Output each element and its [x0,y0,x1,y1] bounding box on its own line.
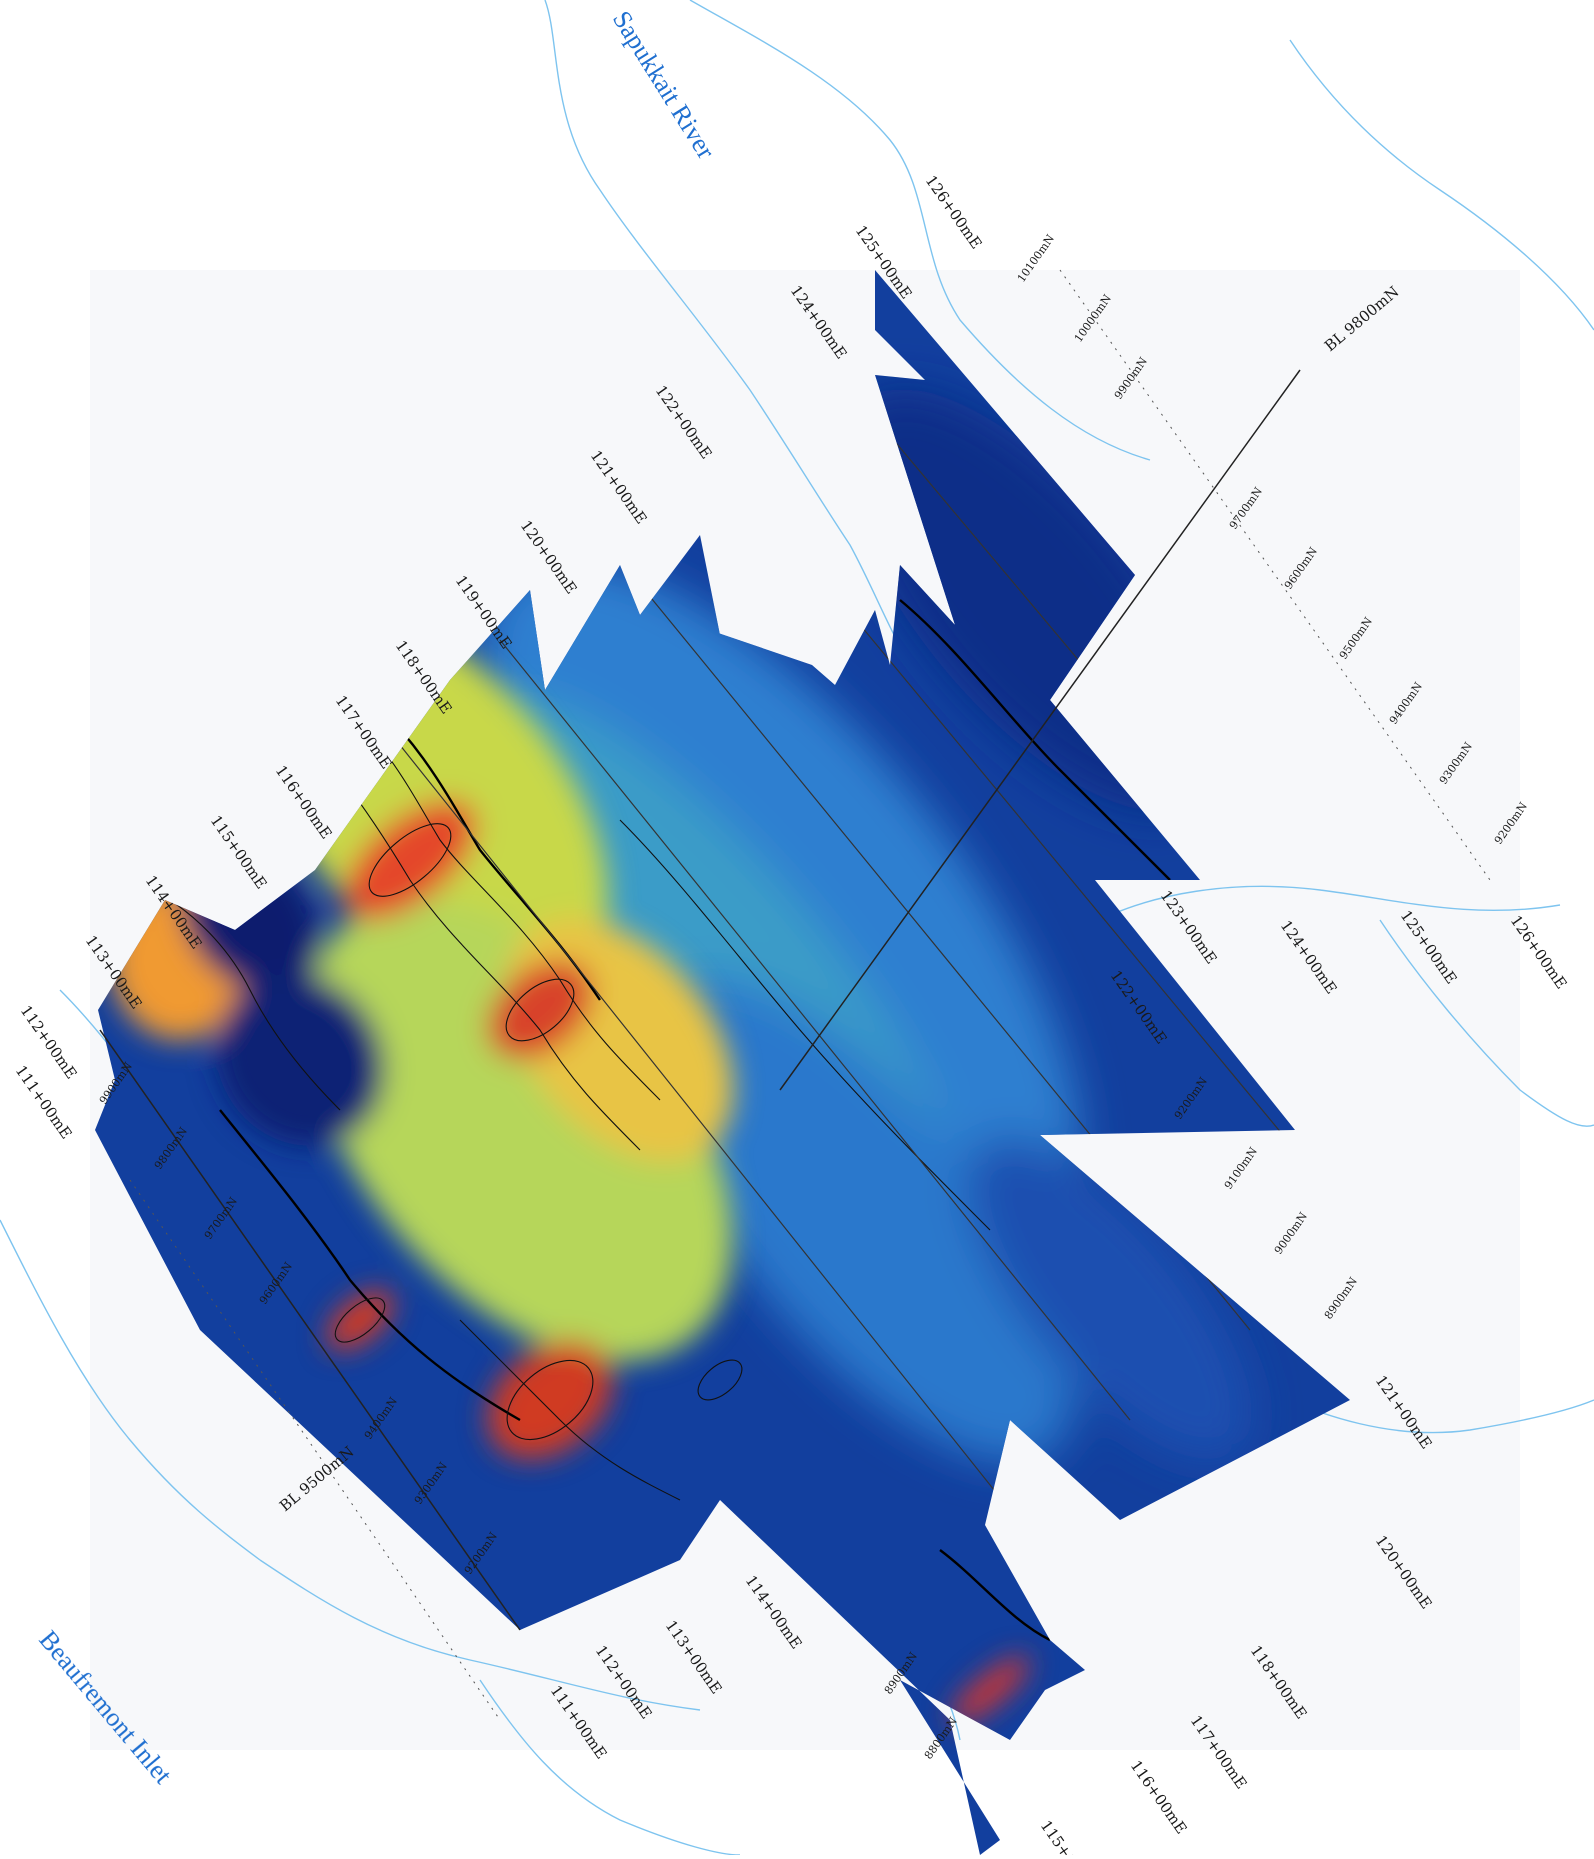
survey-line-d [379,719,1011,1511]
inlet-channel [259,1559,701,1711]
contour-bold-2 [219,1109,521,1422]
river-bank-west [544,0,931,691]
shoreline-west [0,1219,261,1561]
contour-bold-4 [939,1549,1051,1642]
river-bank-northeast [1289,39,1594,331]
contour-3 [169,899,341,1111]
anomaly-red-3 [326,1290,394,1350]
low-dark-2 [215,973,385,1147]
anomaly-red-1 [343,800,477,920]
baseline-north [779,369,1301,1091]
tick-line-south [129,1179,501,1721]
contour-ring-5 [697,1359,743,1401]
shoreline-east [1079,885,1561,931]
baselines [99,269,1491,1721]
anomaly-red-2 [487,960,593,1060]
contour-ring-3 [506,1359,594,1441]
anomaly-red-4 [487,1340,613,1460]
contour-ring-2 [505,978,575,1042]
contour-4 [459,1319,681,1501]
shoreline-east-lower [1379,919,1594,1127]
contour-bold-3 [899,599,1171,881]
baseline-south [99,1029,521,1631]
contour-ring-4 [334,1297,386,1343]
survey-line-c [499,639,1131,1421]
contour-ring-1 [368,823,452,897]
band-low-east [967,1138,1253,1462]
contour-5 [619,819,991,1231]
band-mid-3 [646,977,1074,1463]
inlet-channel-south [479,1679,741,1856]
river-bank-east [689,0,1151,461]
anomaly-red-south [950,1656,1030,1724]
